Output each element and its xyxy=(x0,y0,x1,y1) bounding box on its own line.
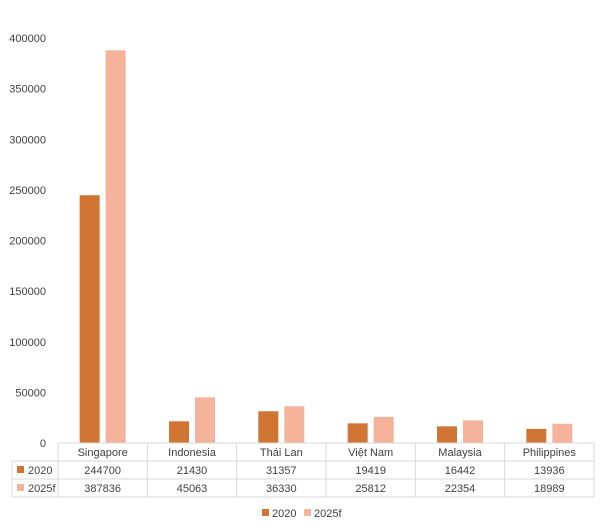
y-axis: 0 50000 100000 150000 200000 250000 300000 3500… xyxy=(9,33,46,450)
data-label: 13936 xyxy=(534,465,565,477)
bar-2020-2 xyxy=(258,411,279,443)
bar-2020-0 xyxy=(79,195,100,443)
data-label: 22354 xyxy=(445,483,476,495)
y-tick-label: 200000 xyxy=(9,236,46,248)
bars xyxy=(79,50,573,444)
data-label: 244700 xyxy=(84,465,121,477)
data-label: 18989 xyxy=(534,483,565,495)
bar-2020-1 xyxy=(169,421,189,443)
y-tick-label: 350000 xyxy=(9,84,46,96)
y-tick-label: 400000 xyxy=(9,33,46,45)
series-key-2020 xyxy=(17,466,24,473)
data-label: 19419 xyxy=(355,465,386,477)
bar-2020-3 xyxy=(347,423,368,443)
y-tick-label: 0 xyxy=(40,438,46,450)
data-label: 31357 xyxy=(266,465,297,477)
category-label: Việt Nam xyxy=(348,447,393,459)
series-name: 2025f xyxy=(28,483,56,495)
category-label: Thái Lan xyxy=(260,447,303,459)
y-tick-label: 300000 xyxy=(9,134,46,146)
series-key-2025f xyxy=(17,484,24,491)
data-label: 45063 xyxy=(177,483,208,495)
y-tick-label: 250000 xyxy=(9,185,46,197)
data-label: 21430 xyxy=(177,465,208,477)
legend-label: 2020 xyxy=(272,508,296,520)
category-label: Philippines xyxy=(523,447,577,459)
data-label: 387836 xyxy=(84,483,121,495)
y-tick-label: 150000 xyxy=(9,286,46,298)
bar-2025f-1 xyxy=(195,397,215,443)
y-tick-label: 100000 xyxy=(9,337,46,349)
data-label: 16442 xyxy=(445,465,476,477)
bar-2025f-5 xyxy=(552,423,573,443)
bar-2025f-2 xyxy=(284,406,305,443)
legend-label: 2025f xyxy=(314,508,342,520)
legend-swatch-2025f xyxy=(304,509,311,516)
bar-2020-5 xyxy=(526,428,547,443)
bar-2025f-4 xyxy=(463,420,483,443)
data-table: Singapore Indonesia Thái Lan Việt Nam Malays… xyxy=(11,442,595,498)
category-label: Indonesia xyxy=(168,447,217,459)
legend-swatch-2020 xyxy=(262,509,269,516)
y-tick-label: 50000 xyxy=(15,387,46,399)
series-name: 2020 xyxy=(28,465,52,477)
bar-2025f-0 xyxy=(105,50,126,444)
category-label: Singapore xyxy=(78,447,128,459)
bar-2025f-3 xyxy=(373,416,394,443)
data-label: 36330 xyxy=(266,483,297,495)
bar-2020-4 xyxy=(437,426,457,443)
data-label: 25812 xyxy=(355,483,386,495)
category-label: Malaysia xyxy=(438,447,482,459)
legend: 2020 2025f xyxy=(262,508,342,520)
